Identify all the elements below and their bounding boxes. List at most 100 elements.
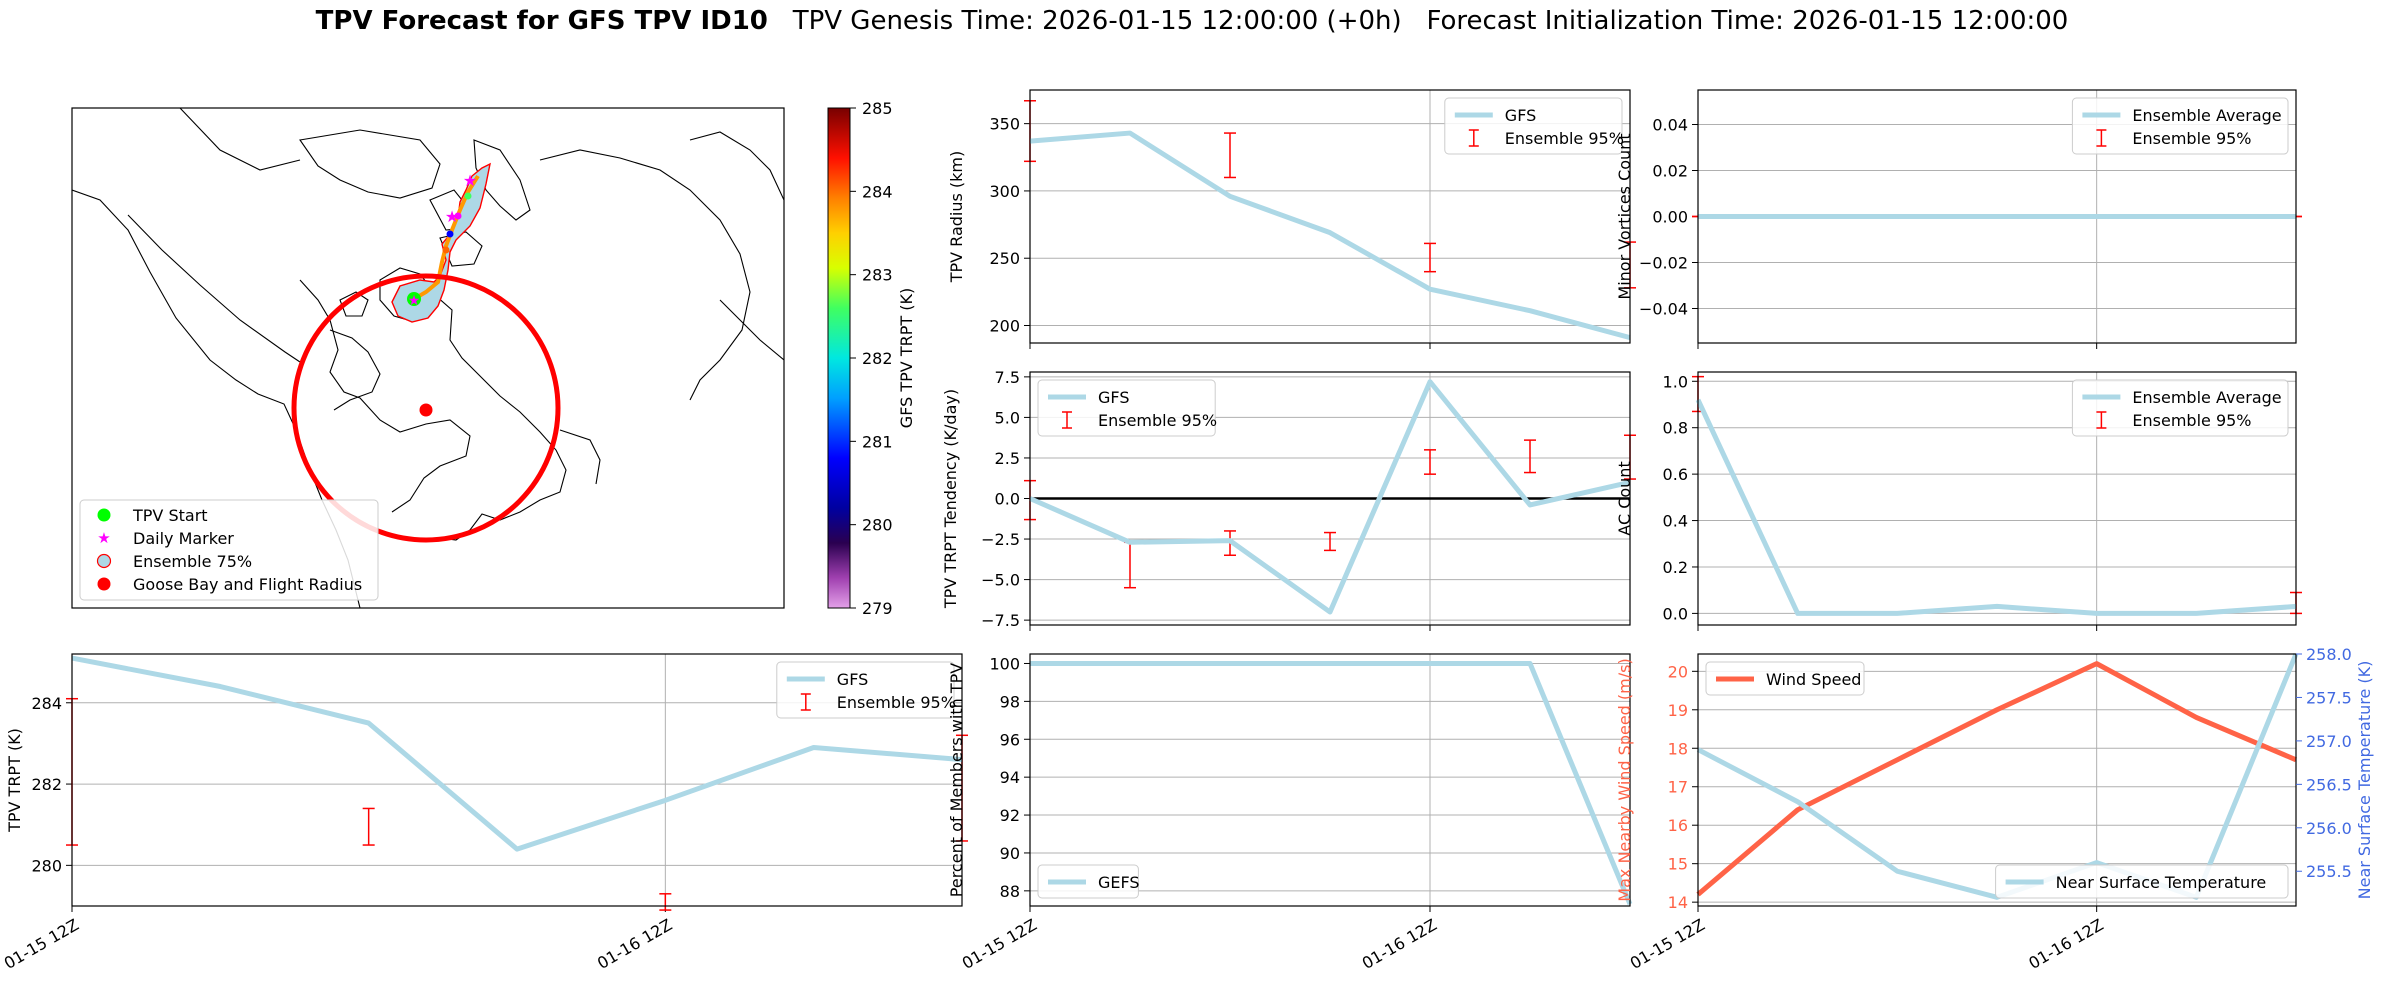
y-tick-label-right: 258.0	[2306, 645, 2352, 664]
plot-area	[1030, 654, 1630, 906]
legend-label: GFS	[1098, 388, 1129, 407]
x-tick-label: 01-15 12Z	[959, 915, 1040, 973]
plot-frame	[1697, 653, 2297, 907]
y-tick-label: 350	[989, 115, 1020, 134]
chart-wind: 14 15 16 17 18 19 20 01-15 12Z 01-16 12Z Max Near…	[1615, 645, 2374, 973]
legend-box	[2071, 379, 2289, 437]
y-tick-label: −5.0	[981, 571, 1020, 590]
track-point	[446, 230, 454, 238]
legend-tpv-start: TPV Start	[132, 506, 208, 525]
colorbar-tick-label: 283	[862, 266, 893, 285]
series-line-gfs	[71, 655, 963, 852]
legend-label: GFS	[1505, 106, 1536, 125]
legend-box	[1995, 864, 2289, 899]
y-tick-label: 16	[1668, 816, 1688, 835]
y-tick-label: 100	[989, 654, 1020, 673]
y-tick-label: 280	[31, 856, 62, 875]
colorbar-tick-label: 281	[862, 432, 893, 451]
y-tick-label-right: 256.0	[2306, 819, 2352, 838]
legend: GFS Ensemble 95%	[1037, 379, 1217, 437]
y-tick-label: 0.0	[995, 490, 1020, 509]
x-tick-label: 01-16 12Z	[2025, 915, 2106, 973]
legend: GEFS	[1037, 864, 1140, 899]
legend-label: GEFS	[1098, 873, 1140, 892]
y-axis-label: TPV TRPT Tendency (K/day)	[941, 389, 960, 609]
legend-goose-bay: Goose Bay and Flight Radius	[133, 575, 362, 594]
chart-trpt: 280 282 284 01-15 12Z 01-16 12Z TPV TRPT (K) G…	[1, 653, 968, 973]
daily-marker-map: ★	[445, 207, 459, 226]
colorbar-ticks: 279 280 281 282 283 284 285	[850, 99, 893, 618]
map-panel: ★ ★ ★ ★ TPV Start Daily Marker Ensemble …	[71, 99, 916, 618]
series-line-gfs	[1028, 379, 1631, 615]
y-tick-label: 0.00	[1652, 208, 1688, 227]
y-tick-label: 5.0	[995, 408, 1020, 427]
track-point	[464, 192, 472, 200]
legend-tpv-start-icon	[97, 508, 111, 522]
y-tick-label: −0.04	[1639, 300, 1688, 319]
map-coastline-labrador	[409, 295, 567, 541]
map-island-a	[339, 291, 369, 317]
y-tick-label: 94	[1000, 768, 1020, 787]
x-tick-label: 01-16 12Z	[1359, 915, 1440, 973]
y-tick-label: 250	[989, 249, 1020, 268]
y-axis-label: TPV Radius (km)	[947, 151, 966, 284]
legend-goose-bay-icon	[97, 577, 111, 591]
legend-label: Ensemble 95%	[1505, 129, 1624, 148]
daily-marker-map: ★	[408, 293, 421, 309]
legend: Ensemble Average Ensemble 95%	[2071, 379, 2289, 437]
y-tick-label-right: 255.5	[2306, 862, 2352, 881]
y-tick-label: 90	[1000, 844, 1020, 863]
plot-frame	[1029, 371, 1631, 626]
legend-box	[1037, 864, 1139, 899]
goose-bay-marker	[419, 403, 433, 417]
ensemble-bar	[1524, 439, 1536, 474]
y-tick-label: 15	[1668, 855, 1688, 874]
plot-frame	[71, 653, 963, 907]
y-tick-label: 1.0	[1663, 372, 1688, 391]
legend-label: Wind Speed	[1766, 670, 1861, 689]
series-line-gefs	[1030, 660, 1633, 906]
ensemble-bar	[362, 807, 375, 846]
y-tick-label: 92	[1000, 806, 1020, 825]
plot-frame	[1697, 371, 2297, 626]
colorbar-tick-label: 282	[862, 349, 893, 368]
colorbar-tick-label: 280	[862, 516, 893, 535]
y-axis-label: Percent of Members with TPV	[947, 663, 966, 897]
title-init: Forecast Initialization Time: 2026-01-15…	[1426, 6, 2069, 36]
y-tick-label: 88	[1000, 882, 1020, 901]
colorbar-tick-label: 284	[862, 182, 893, 201]
y-tick-label: 19	[1668, 701, 1688, 720]
y-tick-label: 96	[1000, 730, 1020, 749]
y-tick-label-right: 257.0	[2306, 732, 2352, 751]
y-tick-label: 0.2	[1663, 558, 1688, 577]
legend-box	[2071, 97, 2289, 155]
y-tick-label-right: 257.5	[2306, 688, 2352, 707]
legend: Wind Speed	[1705, 661, 1865, 696]
track-point	[454, 212, 462, 220]
y-axis-label: TPV TRPT (K)	[5, 728, 24, 833]
flight-radius-circle	[291, 273, 561, 543]
ensemble-bar	[1324, 531, 1336, 552]
y-axis-label: Max Nearby Wind Speed (m/s)	[1615, 658, 1634, 901]
legend: GFS Ensemble 95%	[1444, 97, 1624, 155]
legend-label: Ensemble Average	[2132, 106, 2281, 125]
legend-label: Near Surface Temperature	[2056, 873, 2267, 892]
y-tick-label: 2.5	[995, 449, 1020, 468]
legend-label: GFS	[837, 670, 868, 689]
y-tick-label: 0.4	[1663, 512, 1688, 531]
legend-ensemble75-icon	[96, 553, 112, 569]
legend-box	[1705, 661, 1865, 696]
colorbar-tick-label: 285	[862, 99, 893, 118]
tpv-start-marker	[407, 292, 421, 306]
chart-members: 88 90 92 94 96 98 100 01-15 12Z 01-16 12Z Percent…	[947, 653, 1633, 973]
title-bold: TPV Forecast for GFS TPV ID10	[315, 6, 768, 36]
y-tick-label: 282	[31, 775, 62, 794]
map-legend: ★ TPV Start Daily Marker Ensemble 75% Go…	[79, 499, 379, 601]
series-line-gfs	[1029, 130, 1631, 341]
legend-label: Ensemble 95%	[837, 693, 956, 712]
legend-box	[1444, 97, 1623, 155]
chart-ac: 0.0 0.2 0.4 0.6 0.8 1.0 AC Count Ensemble Avera…	[1615, 371, 2302, 631]
y-tick-label: 0.02	[1652, 162, 1688, 181]
legend-box	[1037, 379, 1216, 437]
